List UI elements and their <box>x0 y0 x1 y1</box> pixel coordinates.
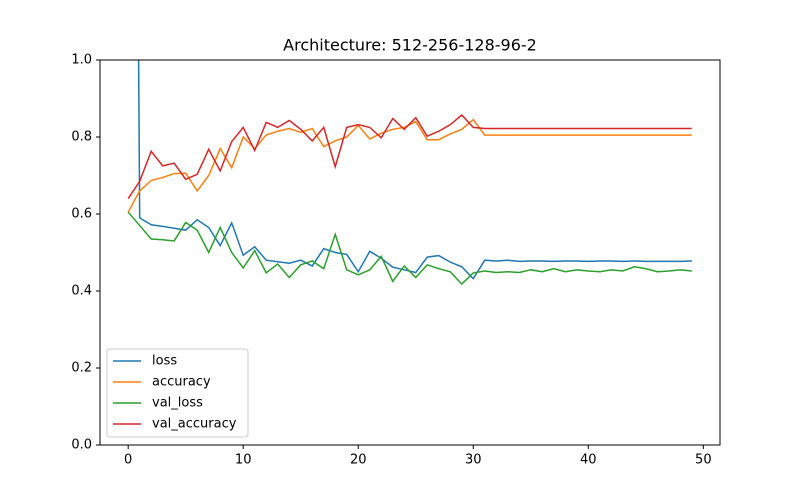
x-tick-label: 0 <box>124 453 132 468</box>
line-series <box>127 114 692 200</box>
legend-label: val_loss <box>152 396 203 411</box>
legend-label: val_accuracy <box>152 417 237 432</box>
x-tick-label: 30 <box>465 453 482 468</box>
chart-title: Architecture: 512-256-128-96-2 <box>283 36 537 55</box>
x-tick-label: 20 <box>350 453 367 468</box>
plot-area <box>127 60 692 286</box>
y-tick-label: 0.0 <box>71 438 92 453</box>
y-tick-label: 0.4 <box>71 284 92 299</box>
legend-label: loss <box>152 354 177 369</box>
legend-label: accuracy <box>152 375 211 390</box>
y-tick-label: 1.0 <box>71 53 92 68</box>
line-series <box>127 211 692 286</box>
plot-frame <box>99 59 721 446</box>
x-tick-label: 10 <box>235 453 252 468</box>
y-tick-label: 0.8 <box>71 130 92 145</box>
y-tick-label: 0.2 <box>71 361 92 376</box>
x-tick-label: 50 <box>695 453 712 468</box>
x-tick-label: 40 <box>580 453 597 468</box>
y-tick-label: 0.6 <box>71 207 92 222</box>
legend-box <box>106 348 249 438</box>
